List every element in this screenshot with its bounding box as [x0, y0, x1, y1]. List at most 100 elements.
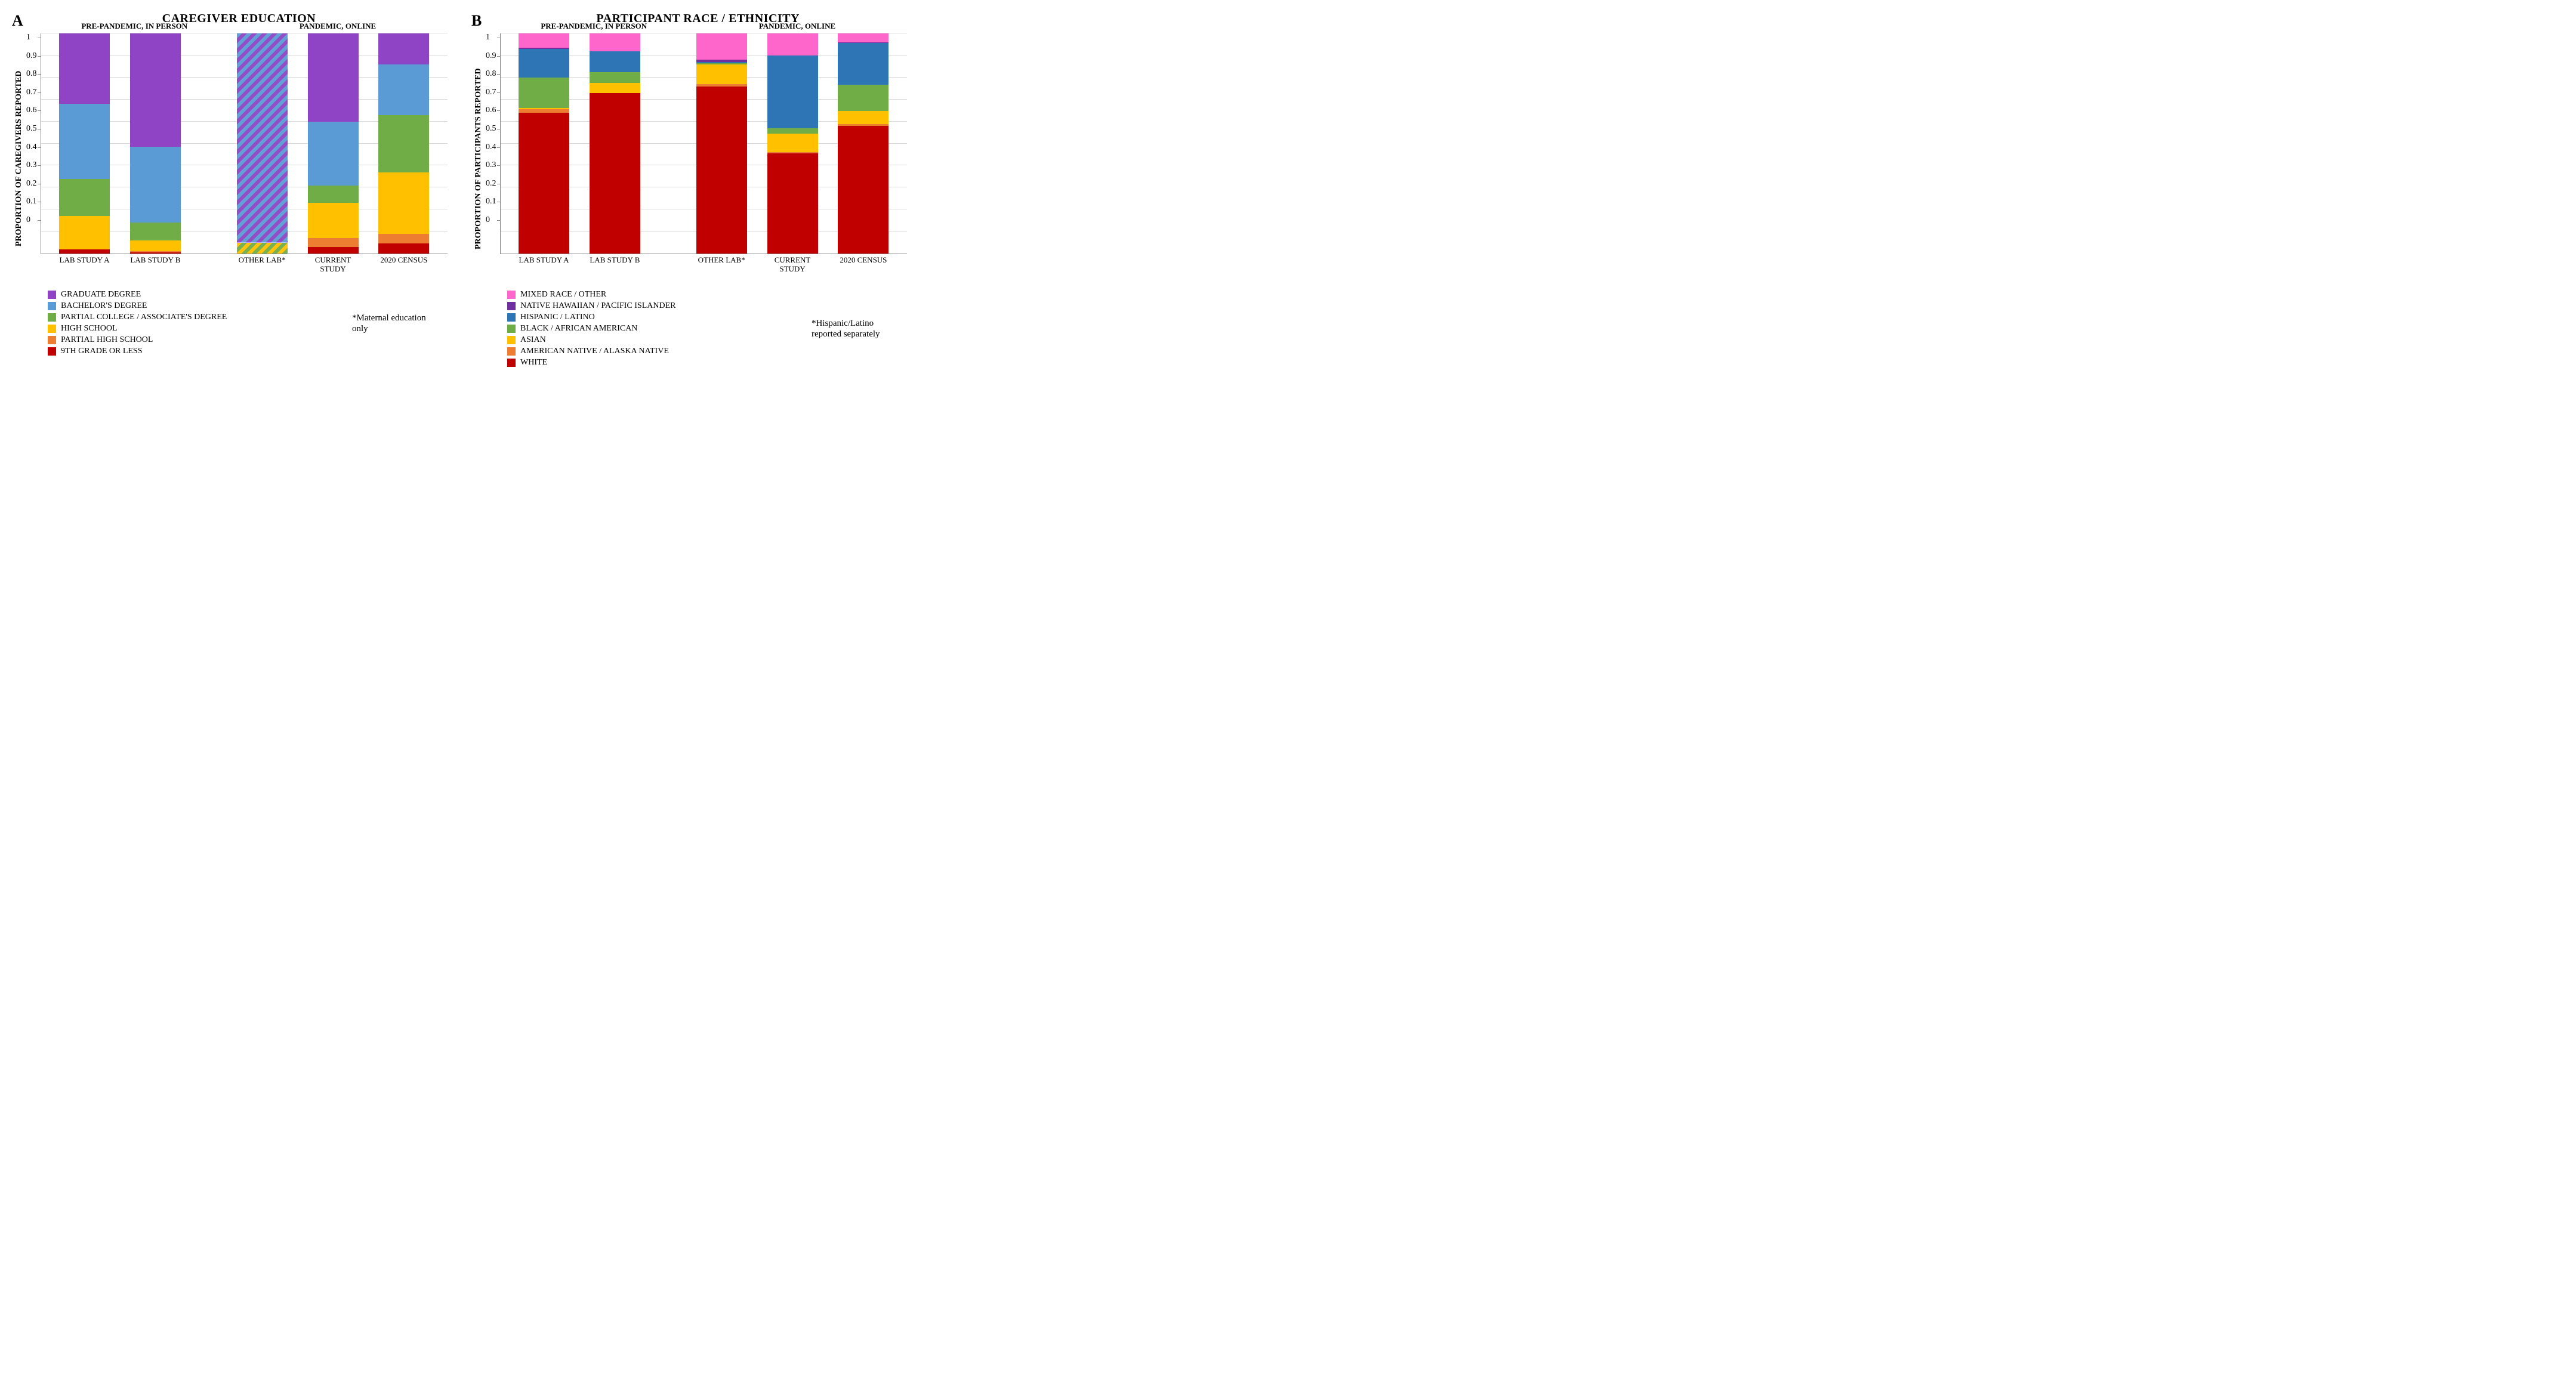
bar-segment [59, 33, 110, 104]
bar [767, 33, 818, 254]
x-axis-labels: LAB STUDY ALAB STUDY BOTHER LAB*CURRENTS… [501, 254, 908, 274]
bar-segment [308, 247, 359, 254]
y-axis-label: PROPORTION OF CAREGIVERS REPORTED [12, 33, 26, 284]
group-headers: PRE-PANDEMIC, IN PERSONPANDEMIC, ONLINE [41, 21, 448, 31]
chart-area: PROPORTION OF PARTICIPANTS REPORTED10.90… [471, 33, 907, 284]
legend-label: 9TH GRADE OR LESS [61, 347, 143, 356]
y-tick: 1 [486, 33, 496, 42]
legend-item: HISPANIC / LATINO [507, 313, 675, 322]
legend-swatch [507, 347, 516, 356]
legend-item: PARTIAL HIGH SCHOOL [48, 335, 227, 345]
y-tick: 0.6 [486, 106, 496, 115]
legend-swatch [507, 325, 516, 333]
x-label: LAB STUDY A [59, 256, 110, 274]
bar-segment [590, 72, 640, 83]
legend-label: ASIAN [520, 335, 546, 345]
y-tick: 0.6 [26, 106, 37, 115]
bar-segment [59, 179, 110, 217]
x-label: OTHER LAB* [696, 256, 747, 274]
bar [130, 33, 181, 254]
y-axis-label: PROPORTION OF PARTICIPANTS REPORTED [471, 33, 486, 284]
bar-segment [590, 51, 640, 72]
legend-item: PARTIAL COLLEGE / ASSOCIATE'S DEGREE [48, 313, 227, 322]
bar-segment [519, 33, 569, 48]
legend-label: PARTIAL HIGH SCHOOL [61, 335, 153, 345]
y-tick: 0.7 [486, 88, 496, 97]
legend-swatch [48, 291, 56, 299]
y-tick: 0.5 [26, 125, 37, 133]
y-axis: 10.90.80.70.60.50.40.30.20.10 [26, 33, 41, 284]
bar-segment [838, 124, 889, 126]
group-header: PRE-PANDEMIC, IN PERSON [501, 21, 687, 31]
bar-segment [59, 104, 110, 178]
y-tick: 0.8 [26, 70, 37, 78]
group-header: PANDEMIC, ONLINE [228, 21, 448, 31]
legend-item: BACHELOR'S DEGREE [48, 301, 227, 311]
y-ticks: 10.90.80.70.60.50.40.30.20.10 [26, 33, 37, 224]
legend-swatch [48, 325, 56, 333]
legend-swatch [507, 302, 516, 310]
x-label: LAB STUDY B [590, 256, 640, 274]
y-tick: 0.8 [486, 70, 496, 78]
bar-segment [378, 115, 429, 172]
y-tick: 0.1 [26, 197, 37, 206]
bars-container [41, 33, 448, 254]
bar-segment [519, 78, 569, 109]
bar-segment [767, 55, 818, 128]
bar-segment [378, 234, 429, 243]
bar-segment [519, 49, 569, 78]
legend-label: BLACK / AFRICAN AMERICAN [520, 324, 637, 334]
x-label: CURRENTSTUDY [308, 256, 359, 274]
bar [696, 33, 747, 254]
legend-label: MIXED RACE / OTHER [520, 290, 606, 299]
panel-A: ACAREGIVER EDUCATIONPROPORTION OF CAREGI… [12, 12, 448, 368]
legend-label: WHITE [520, 358, 547, 368]
bar-segment [519, 109, 569, 113]
x-label: LAB STUDY A [519, 256, 569, 274]
legend-item: AMERICAN NATIVE / ALASKA NATIVE [507, 347, 675, 356]
bar-segment [130, 147, 181, 223]
figure-container: ACAREGIVER EDUCATIONPROPORTION OF CAREGI… [12, 12, 907, 368]
bar-segment [696, 62, 747, 63]
bar-segment [519, 108, 569, 109]
x-axis-labels: LAB STUDY ALAB STUDY BOTHER LAB*CURRENTS… [41, 254, 448, 274]
bar-segment [767, 128, 818, 134]
bar [237, 33, 288, 254]
legend-label: NATIVE HAWAIIAN / PACIFIC ISLANDER [520, 301, 675, 311]
legend-item: HIGH SCHOOL [48, 324, 227, 334]
bar-segment [59, 249, 110, 254]
bar-segment [590, 83, 640, 93]
y-tick: 0.3 [26, 161, 37, 169]
bar-segment [838, 43, 889, 85]
bar-segment [59, 216, 110, 249]
legend-swatch [48, 336, 56, 344]
group-header: PANDEMIC, ONLINE [687, 21, 907, 31]
bar-segment [237, 33, 288, 243]
legend-item: 9TH GRADE OR LESS [48, 347, 227, 356]
legend-item: BLACK / AFRICAN AMERICAN [507, 324, 675, 334]
bar-segment [237, 243, 288, 254]
bar-segment [130, 251, 181, 252]
bar-segment [767, 152, 818, 153]
footnote: *Maternal education only [352, 313, 448, 334]
bar-segment [696, 87, 747, 254]
legend-swatch [48, 347, 56, 356]
bar-segment [130, 33, 181, 147]
bar-segment [590, 93, 640, 254]
legend-swatch [507, 313, 516, 322]
y-tick: 0.4 [486, 143, 496, 152]
legend-label: PARTIAL COLLEGE / ASSOCIATE'S DEGREE [61, 313, 227, 322]
legend-item: NATIVE HAWAIIAN / PACIFIC ISLANDER [507, 301, 675, 311]
panel-footer: GRADUATE DEGREEBACHELOR'S DEGREEPARTIAL … [12, 290, 448, 356]
group-headers: PRE-PANDEMIC, IN PERSONPANDEMIC, ONLINE [501, 21, 908, 31]
plot-area: PRE-PANDEMIC, IN PERSONPANDEMIC, ONLINEL… [500, 33, 908, 254]
legend-swatch [48, 313, 56, 322]
y-axis: 10.90.80.70.60.50.40.30.20.10 [486, 33, 500, 284]
bar-segment [378, 33, 429, 64]
legend-label: HISPANIC / LATINO [520, 313, 595, 322]
x-label: LAB STUDY B [130, 256, 181, 274]
legend-item: MIXED RACE / OTHER [507, 290, 675, 299]
legend: MIXED RACE / OTHER NATIVE HAWAIIAN / PACI… [507, 290, 675, 368]
plot-area: PRE-PANDEMIC, IN PERSONPANDEMIC, ONLINEL… [41, 33, 448, 254]
y-ticks: 10.90.80.70.60.50.40.30.20.10 [486, 33, 496, 224]
